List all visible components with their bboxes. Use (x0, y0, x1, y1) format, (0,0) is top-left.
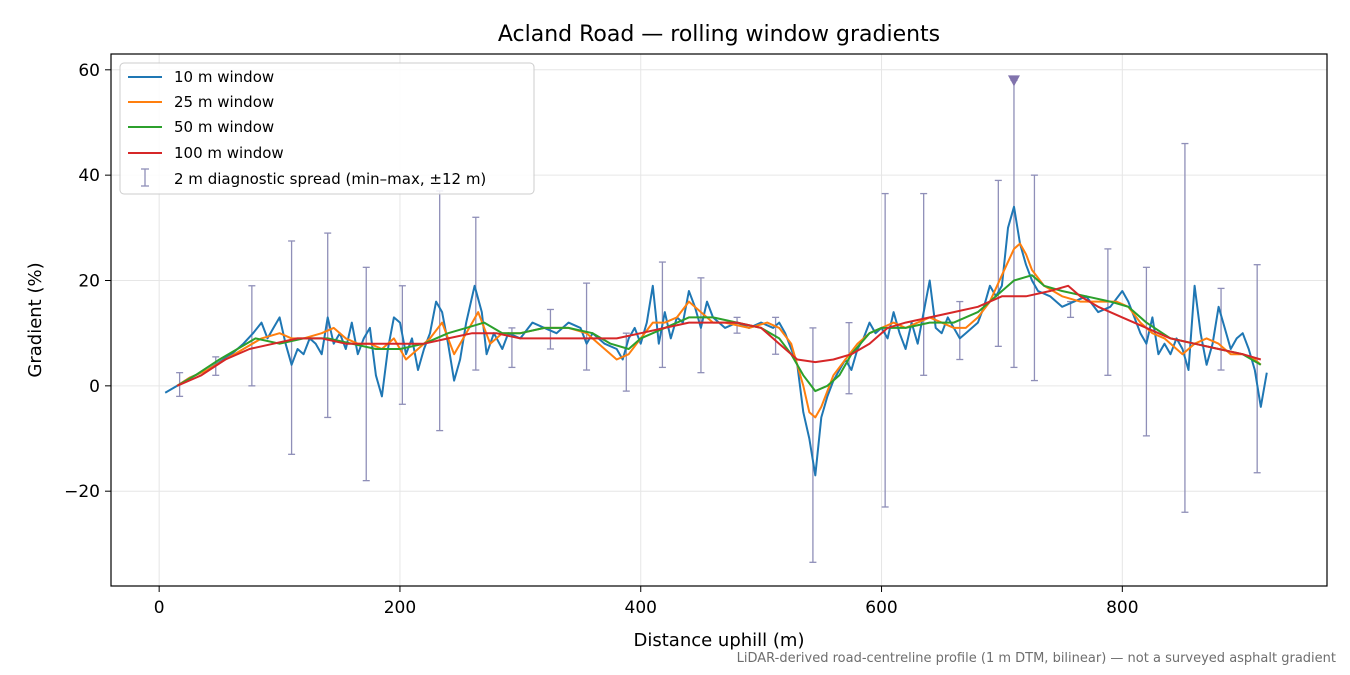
legend-label-100m: 100 m window (174, 144, 284, 162)
legend-label-errorbar: 2 m diagnostic spread (min–max, ±12 m) (174, 170, 486, 188)
legend-label-10m: 10 m window (174, 68, 274, 86)
diagnostic-spread-errorbars (176, 75, 1261, 563)
errorbar-4 (324, 232, 332, 419)
errorbar-10 (546, 308, 554, 350)
y-axis-label: Gradient (%) (25, 262, 46, 377)
y-axis-ticks: −20 0 20 40 60 (64, 61, 111, 502)
series-lines (164, 205, 1268, 477)
x-axis-label: Distance uphill (m) (634, 630, 805, 651)
errorbar-29 (1217, 287, 1225, 371)
errorbar-30 (1253, 264, 1261, 474)
errorbar-28 (1181, 142, 1189, 513)
plot-frame (110, 53, 1328, 587)
y-tick-label-2: 20 (78, 271, 100, 291)
y-tick-label-4: 60 (78, 61, 100, 81)
series-line-3 (176, 284, 1262, 387)
legend-label-25m: 25 m window (174, 93, 274, 111)
x-tick-label-3: 600 (865, 598, 897, 618)
x-tick-label-1: 200 (384, 598, 416, 618)
errorbar-5 (362, 266, 370, 482)
errorbar-3 (288, 240, 296, 455)
errorbar-6 (398, 285, 406, 405)
errorbar-17 (809, 327, 817, 563)
x-tick-label-0: 0 (154, 598, 165, 618)
errorbar-27 (1142, 266, 1150, 437)
errorbar-20 (920, 192, 928, 376)
errorbar-11 (583, 282, 591, 371)
y-tick-label-1: 0 (89, 377, 100, 397)
y-tick-label-0: −20 (64, 482, 100, 502)
x-tick-label-4: 800 (1106, 598, 1138, 618)
legend-box (119, 62, 535, 195)
footnote: LiDAR-derived road-centreline profile (1… (736, 651, 1336, 666)
errorbar-22 (994, 179, 1002, 347)
legend-swatch-errorbar (141, 168, 149, 187)
errorbar-19 (881, 192, 889, 508)
chart-title: Acland Road — rolling window gradients (498, 22, 940, 47)
x-tick-label-2: 400 (625, 598, 657, 618)
errorbar-13 (658, 261, 666, 369)
y-tick-label-3: 40 (78, 166, 100, 186)
legend-label-50m: 50 m window (174, 118, 274, 136)
x-axis-ticks: 0 200 400 600 800 (154, 586, 1139, 618)
errorbar-12 (622, 332, 630, 392)
legend: 10 m window 25 m window 50 m window 100 … (119, 62, 535, 195)
peak-marker (1007, 75, 1020, 87)
